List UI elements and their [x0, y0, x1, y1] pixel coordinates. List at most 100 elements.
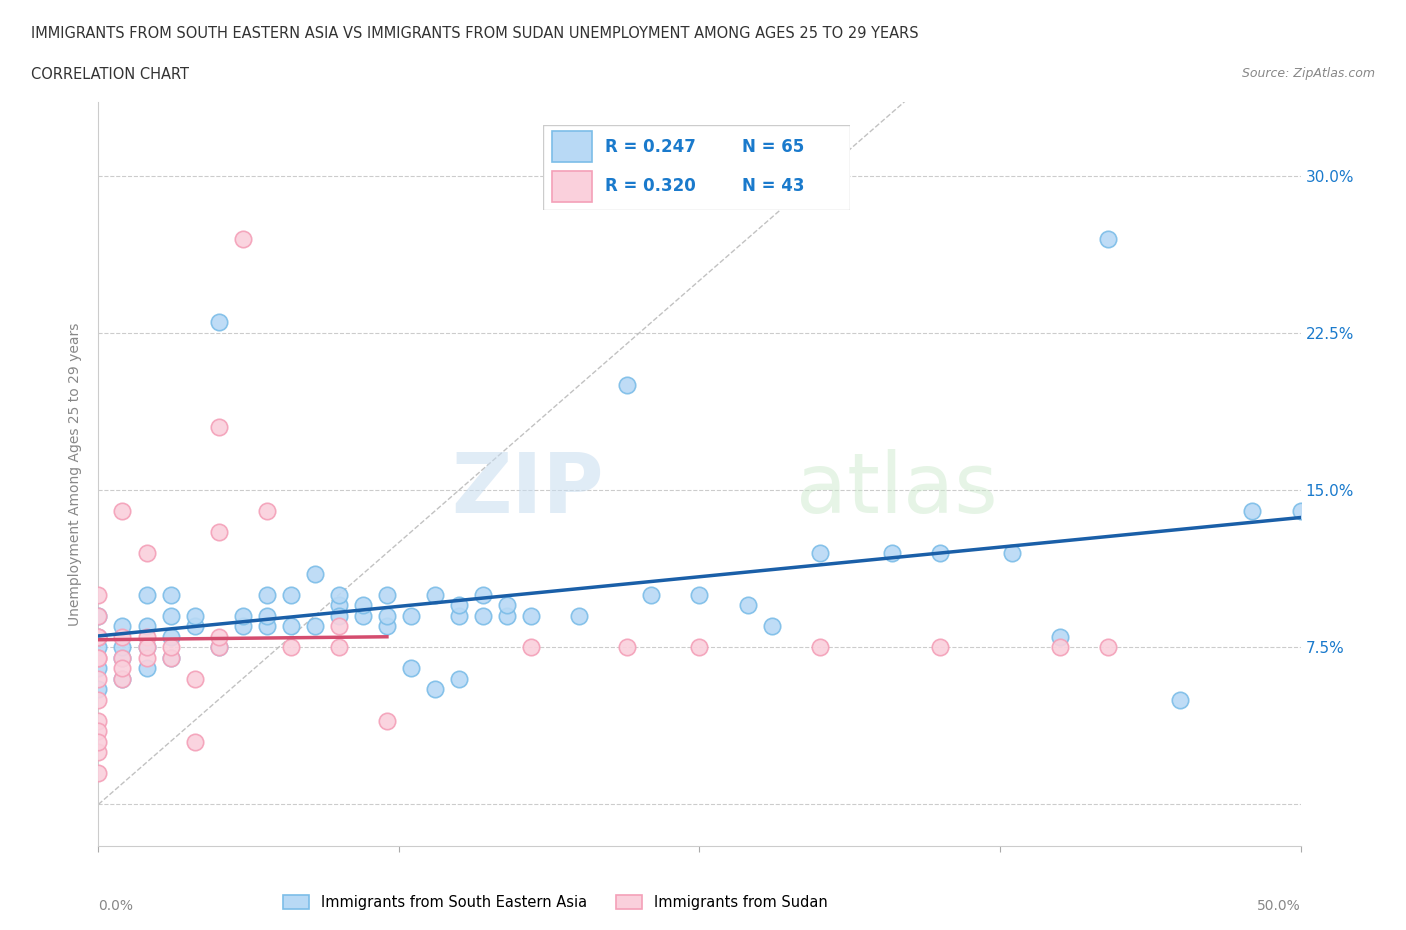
Point — [280, 588, 302, 603]
Point — [256, 503, 278, 518]
Point — [328, 640, 350, 655]
Point — [1170, 692, 1192, 707]
Point — [87, 682, 110, 697]
Point — [208, 640, 231, 655]
Point — [328, 608, 350, 623]
Point — [928, 546, 950, 561]
Point — [328, 598, 350, 613]
Point — [689, 640, 711, 655]
Text: 50.0%: 50.0% — [1257, 898, 1301, 912]
Point — [208, 419, 231, 434]
Point — [423, 682, 446, 697]
Point — [304, 566, 326, 581]
Point — [87, 608, 110, 623]
Point — [159, 650, 181, 665]
Point — [256, 608, 278, 623]
Point — [232, 231, 254, 246]
Text: N = 65: N = 65 — [742, 138, 804, 156]
Text: N = 43: N = 43 — [742, 178, 806, 195]
Point — [568, 608, 591, 623]
Point — [256, 618, 278, 633]
Point — [87, 765, 110, 780]
Point — [1097, 231, 1119, 246]
Point — [208, 640, 231, 655]
Legend: Immigrants from South Eastern Asia, Immigrants from Sudan: Immigrants from South Eastern Asia, Immi… — [283, 895, 828, 910]
Point — [135, 650, 157, 665]
Point — [399, 608, 422, 623]
Point — [87, 650, 110, 665]
Point — [761, 618, 783, 633]
Text: atlas: atlas — [796, 448, 997, 530]
Text: CORRELATION CHART: CORRELATION CHART — [31, 67, 188, 82]
Point — [87, 630, 110, 644]
Point — [208, 315, 231, 330]
Point — [304, 618, 326, 633]
Point — [1241, 503, 1264, 518]
Point — [375, 588, 398, 603]
Point — [472, 588, 495, 603]
Point — [87, 630, 110, 644]
Point — [520, 640, 543, 655]
FancyBboxPatch shape — [543, 125, 849, 210]
Point — [135, 546, 157, 561]
Point — [447, 598, 470, 613]
Point — [111, 503, 134, 518]
Point — [1289, 503, 1312, 518]
Point — [135, 588, 157, 603]
Point — [159, 588, 181, 603]
Point — [159, 608, 181, 623]
Point — [135, 660, 157, 675]
Point — [496, 608, 519, 623]
Point — [87, 640, 110, 655]
Point — [111, 640, 134, 655]
Point — [87, 608, 110, 623]
Point — [375, 618, 398, 633]
Point — [496, 598, 519, 613]
Text: Source: ZipAtlas.com: Source: ZipAtlas.com — [1241, 67, 1375, 80]
Point — [352, 598, 374, 613]
Point — [87, 671, 110, 686]
Point — [183, 618, 205, 633]
Point — [447, 671, 470, 686]
Point — [135, 630, 157, 644]
Point — [256, 588, 278, 603]
Point — [375, 608, 398, 623]
Point — [87, 588, 110, 603]
Point — [111, 618, 134, 633]
Point — [472, 608, 495, 623]
Point — [135, 640, 157, 655]
Point — [1097, 640, 1119, 655]
FancyBboxPatch shape — [553, 131, 592, 162]
Point — [232, 608, 254, 623]
Point — [328, 588, 350, 603]
Point — [640, 588, 662, 603]
Point — [87, 650, 110, 665]
Point — [87, 660, 110, 675]
Point — [280, 618, 302, 633]
Point — [689, 588, 711, 603]
Point — [520, 608, 543, 623]
FancyBboxPatch shape — [553, 171, 592, 202]
Point — [423, 588, 446, 603]
Point — [928, 640, 950, 655]
Point — [87, 630, 110, 644]
Point — [87, 734, 110, 749]
Text: ZIP: ZIP — [451, 448, 603, 530]
Point — [1049, 640, 1071, 655]
Point — [111, 671, 134, 686]
Point — [808, 640, 831, 655]
Point — [808, 546, 831, 561]
Point — [880, 546, 903, 561]
Point — [616, 378, 638, 392]
Point — [447, 608, 470, 623]
Point — [1049, 630, 1071, 644]
Point — [208, 630, 231, 644]
Point — [135, 618, 157, 633]
Point — [328, 618, 350, 633]
Point — [159, 630, 181, 644]
Point — [1001, 546, 1024, 561]
Point — [183, 671, 205, 686]
Point — [111, 671, 134, 686]
Point — [159, 640, 181, 655]
Text: R = 0.320: R = 0.320 — [605, 178, 695, 195]
